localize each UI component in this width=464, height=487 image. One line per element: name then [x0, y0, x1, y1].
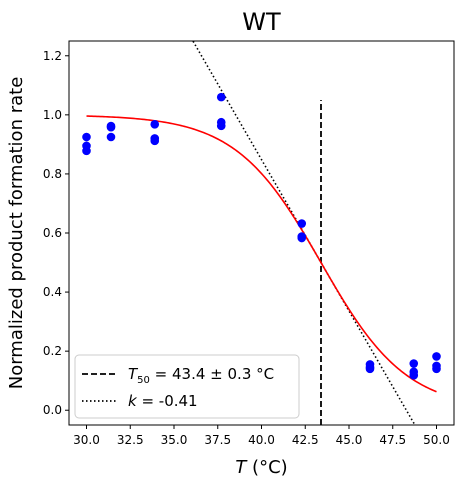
legend-box — [74, 354, 300, 419]
legend: T50 = 43.4 ± 0.3 °C k = -0.41 — [74, 354, 300, 419]
data-point — [365, 364, 375, 374]
plot-area — [82, 41, 441, 425]
chart-title: WT — [242, 8, 281, 36]
x-tick-label: 42.5 — [292, 433, 319, 447]
y-tick-label: 0.2 — [43, 344, 62, 358]
data-point — [150, 136, 160, 146]
x-tick-label: 40.0 — [248, 433, 275, 447]
data-point — [297, 219, 307, 228]
y-axis: 0.0 0.2 0.4 0.6 0.8 1.0 1.2 — [43, 49, 69, 417]
data-point — [409, 371, 419, 380]
data-point — [432, 364, 441, 374]
x-tick-label: 37.5 — [204, 433, 231, 447]
x-tick-label: 30.0 — [73, 433, 100, 447]
x-tick-label: 32.5 — [117, 433, 144, 447]
y-tick-label: 0.6 — [43, 226, 62, 240]
data-point — [106, 122, 116, 132]
legend-label: T50 = 43.4 ± 0.3 °C — [128, 365, 274, 386]
y-tick-label: 0.4 — [43, 285, 62, 299]
data-point — [216, 121, 226, 131]
y-tick-label: 1.0 — [43, 108, 62, 122]
x-axis: 30.0 32.5 35.0 37.5 40.0 42.5 45.0 47.5 50.0 — [73, 425, 450, 447]
x-tick-label: 35.0 — [161, 433, 188, 447]
x-axis-label: T (°C) — [235, 457, 287, 478]
data-point — [150, 119, 160, 129]
data-point — [409, 359, 419, 368]
y-tick-label: 0.0 — [43, 403, 62, 417]
x-tick-label: 45.0 — [336, 433, 363, 447]
data-point — [106, 132, 116, 142]
fit-curve — [86, 115, 437, 393]
data-point — [297, 233, 307, 243]
y-tick-label: 0.8 — [43, 167, 62, 181]
legend-label: k = -0.41 — [128, 392, 198, 410]
data-point — [82, 132, 91, 142]
data-point — [82, 146, 91, 156]
x-tick-label: 50.0 — [423, 433, 450, 447]
y-tick-label: 1.2 — [43, 49, 62, 63]
slope-line — [192, 41, 416, 425]
y-axis-label: Normalized product formation rate — [6, 77, 27, 390]
data-point — [432, 352, 441, 361]
data-point — [216, 92, 226, 102]
x-tick-label: 47.5 — [379, 433, 406, 447]
